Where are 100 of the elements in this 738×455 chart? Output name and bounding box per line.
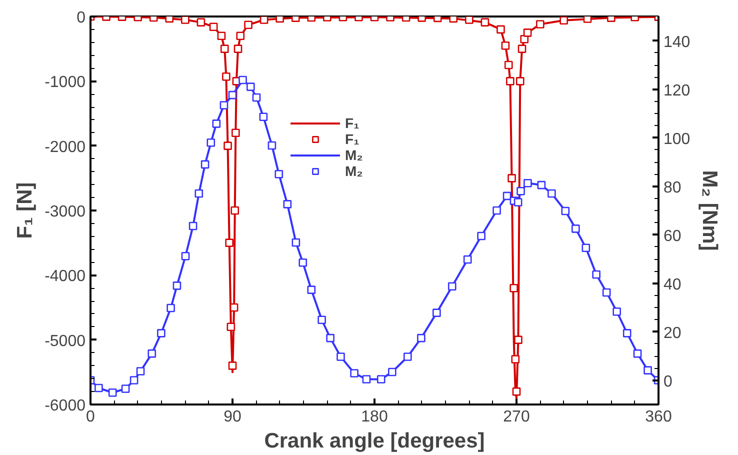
point — [148, 349, 156, 358]
point — [612, 307, 621, 316]
point — [260, 16, 268, 24]
point — [537, 180, 546, 190]
point — [560, 16, 568, 25]
point — [244, 20, 252, 30]
point — [582, 244, 590, 252]
point — [298, 258, 308, 267]
point — [220, 101, 228, 110]
x-tick-label: 180 — [361, 408, 388, 426]
point — [166, 304, 175, 312]
x-tick-label: 360 — [645, 408, 672, 426]
point — [228, 90, 237, 100]
legend-label: F₁ — [345, 115, 360, 131]
point — [388, 368, 396, 376]
y-tick-label: -4000 — [44, 268, 86, 286]
x-tick-label: 270 — [503, 408, 530, 426]
point — [506, 77, 514, 86]
point — [283, 200, 292, 208]
point — [362, 375, 371, 384]
point — [246, 82, 255, 91]
point — [523, 28, 532, 37]
y-tick-label: -3000 — [44, 204, 86, 220]
point — [307, 286, 316, 294]
point — [432, 308, 441, 317]
point — [188, 222, 198, 230]
point — [417, 334, 426, 342]
point — [230, 303, 238, 312]
point — [504, 60, 513, 70]
point — [232, 128, 240, 138]
point — [514, 336, 522, 344]
point — [336, 352, 345, 361]
point — [181, 16, 190, 24]
legend-label: M₂ — [345, 147, 364, 163]
point — [492, 206, 501, 215]
point — [209, 22, 218, 31]
point — [228, 362, 237, 370]
point — [172, 282, 182, 290]
point — [508, 174, 516, 182]
y2-tick-label: 60 — [664, 228, 682, 245]
point — [592, 270, 600, 279]
point — [238, 76, 247, 84]
point — [108, 388, 117, 397]
point — [225, 238, 234, 247]
point — [644, 366, 652, 374]
y2-tick-label: 100 — [664, 130, 690, 148]
point — [350, 369, 358, 378]
point — [236, 32, 245, 40]
y2-tick-label: 0 — [664, 373, 672, 390]
y2-axis-title: M₂ [Nm] — [698, 170, 722, 251]
point — [622, 329, 632, 338]
point — [276, 16, 284, 23]
point — [524, 178, 532, 188]
y-tick-label: -2000 — [44, 138, 86, 156]
point — [226, 322, 236, 332]
point — [512, 387, 521, 396]
point — [477, 232, 486, 240]
point — [200, 160, 210, 169]
point — [520, 34, 529, 44]
point — [259, 112, 268, 122]
legend-label: M₂ — [345, 163, 364, 179]
point — [268, 141, 276, 150]
point — [501, 41, 510, 50]
point — [496, 25, 505, 34]
point — [510, 284, 518, 292]
point — [274, 170, 284, 178]
point — [536, 20, 544, 28]
point — [157, 329, 166, 338]
point — [516, 77, 524, 86]
point — [130, 376, 138, 384]
y2-tick-label: 40 — [664, 276, 682, 294]
point — [94, 384, 103, 392]
point — [230, 206, 240, 215]
point — [448, 282, 456, 291]
y2-tick-label: 80 — [664, 179, 682, 196]
point — [633, 349, 642, 358]
point — [561, 206, 570, 216]
point — [206, 138, 216, 147]
point — [449, 16, 458, 23]
point — [220, 44, 229, 53]
point — [514, 198, 522, 206]
point — [465, 16, 474, 24]
point — [376, 375, 386, 384]
point — [194, 189, 204, 198]
point — [572, 224, 580, 233]
point — [224, 142, 232, 150]
point — [403, 352, 412, 361]
point — [121, 384, 130, 393]
point — [165, 16, 174, 23]
point — [516, 186, 525, 196]
point — [318, 316, 326, 324]
point — [502, 192, 512, 200]
point — [136, 367, 145, 376]
y-axis-title: F₁ [N] — [14, 182, 37, 239]
point — [463, 255, 472, 264]
y-tick-label: -1000 — [44, 74, 86, 92]
point — [511, 355, 520, 364]
point — [548, 189, 556, 198]
point — [212, 120, 221, 128]
legend-label: F₁ — [345, 131, 360, 147]
